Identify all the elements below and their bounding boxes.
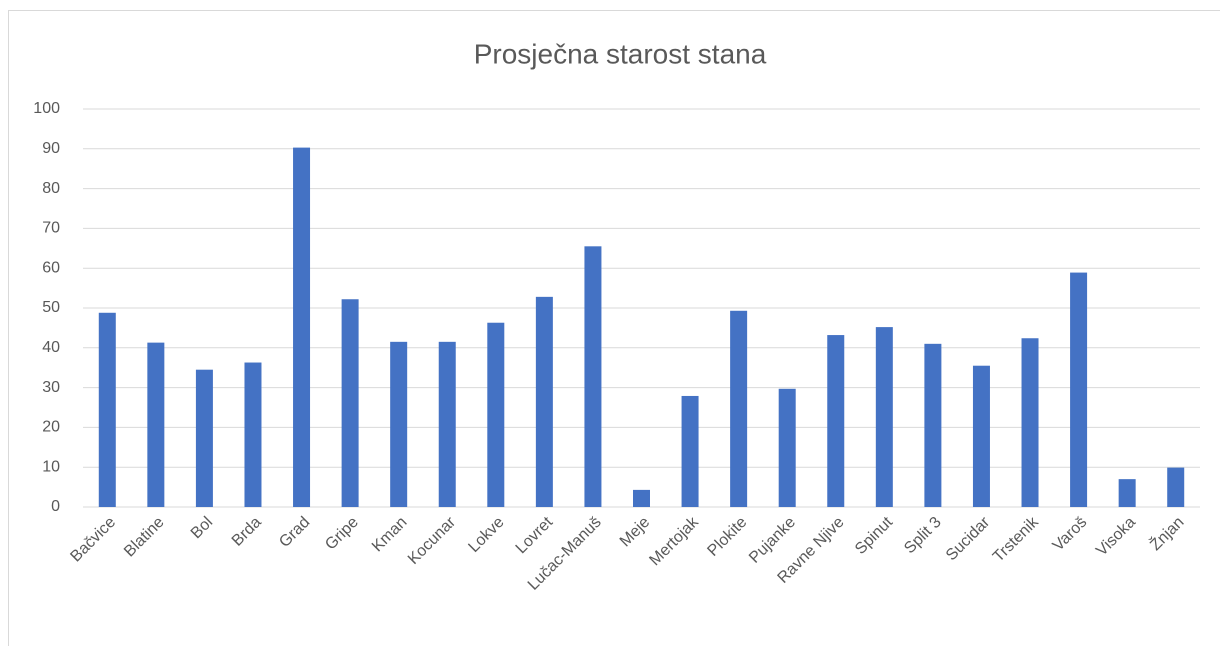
y-tick-label: 90 bbox=[42, 140, 60, 157]
bar bbox=[924, 343, 942, 507]
bar bbox=[1021, 338, 1039, 507]
y-tick-label: 0 bbox=[51, 498, 60, 515]
x-tick-label: Bol bbox=[188, 514, 216, 542]
chart-title: Prosječna starost stana bbox=[474, 38, 767, 69]
x-tick-label: Bačvice bbox=[67, 514, 119, 566]
x-tick-label: Plokite bbox=[704, 514, 750, 560]
bar bbox=[390, 341, 408, 507]
y-tick-label: 60 bbox=[42, 259, 60, 276]
y-tick-label: 40 bbox=[42, 339, 60, 356]
x-tick-label: Lovret bbox=[513, 513, 557, 557]
y-tick-label: 10 bbox=[42, 458, 60, 475]
x-tick-label: Spinut bbox=[852, 513, 897, 558]
x-tick-label: Grad bbox=[276, 514, 313, 551]
x-tick-label: Lokve bbox=[465, 514, 507, 556]
bar bbox=[341, 299, 359, 507]
bar bbox=[293, 147, 311, 507]
bar bbox=[244, 362, 262, 507]
bar bbox=[1118, 479, 1136, 507]
y-tick-label: 70 bbox=[42, 220, 60, 237]
bar bbox=[730, 310, 748, 507]
bar bbox=[195, 369, 213, 507]
x-tick-label: Kocunar bbox=[405, 513, 460, 568]
bar bbox=[875, 327, 893, 507]
bar bbox=[147, 342, 165, 507]
y-tick-label: 20 bbox=[42, 419, 60, 436]
y-tick-label: 30 bbox=[42, 379, 60, 396]
bar bbox=[1167, 467, 1185, 507]
x-tick-label: Split 3 bbox=[901, 514, 945, 558]
bar bbox=[535, 296, 553, 507]
bar bbox=[633, 489, 650, 507]
bar bbox=[438, 341, 456, 507]
bar bbox=[1070, 272, 1088, 507]
x-tick-label: Varoš bbox=[1050, 514, 1091, 555]
y-tick-label: 80 bbox=[42, 180, 60, 197]
x-tick-label: Blatine bbox=[121, 514, 168, 561]
bar bbox=[584, 246, 602, 507]
bar bbox=[827, 335, 845, 507]
x-tick-label: Visoka bbox=[1093, 514, 1139, 560]
x-tick-label: Trstenik bbox=[990, 513, 1043, 566]
bar bbox=[972, 365, 990, 507]
y-tick-label: 50 bbox=[42, 299, 60, 316]
x-tick-label: Mertojak bbox=[646, 513, 702, 569]
x-tick-label: Sucidar bbox=[943, 513, 994, 564]
bar bbox=[98, 312, 116, 507]
x-tick-label: Žnjan bbox=[1146, 512, 1188, 554]
x-tick-label: Brda bbox=[229, 514, 265, 550]
y-tick-label: 100 bbox=[33, 100, 60, 117]
x-tick-label: Kman bbox=[369, 514, 411, 556]
bar bbox=[681, 395, 699, 507]
x-tick-label: Gripe bbox=[322, 514, 362, 554]
bar bbox=[487, 322, 505, 507]
bar bbox=[778, 388, 796, 507]
x-tick-label: Meje bbox=[617, 514, 654, 551]
chart-frame bbox=[8, 10, 1220, 646]
